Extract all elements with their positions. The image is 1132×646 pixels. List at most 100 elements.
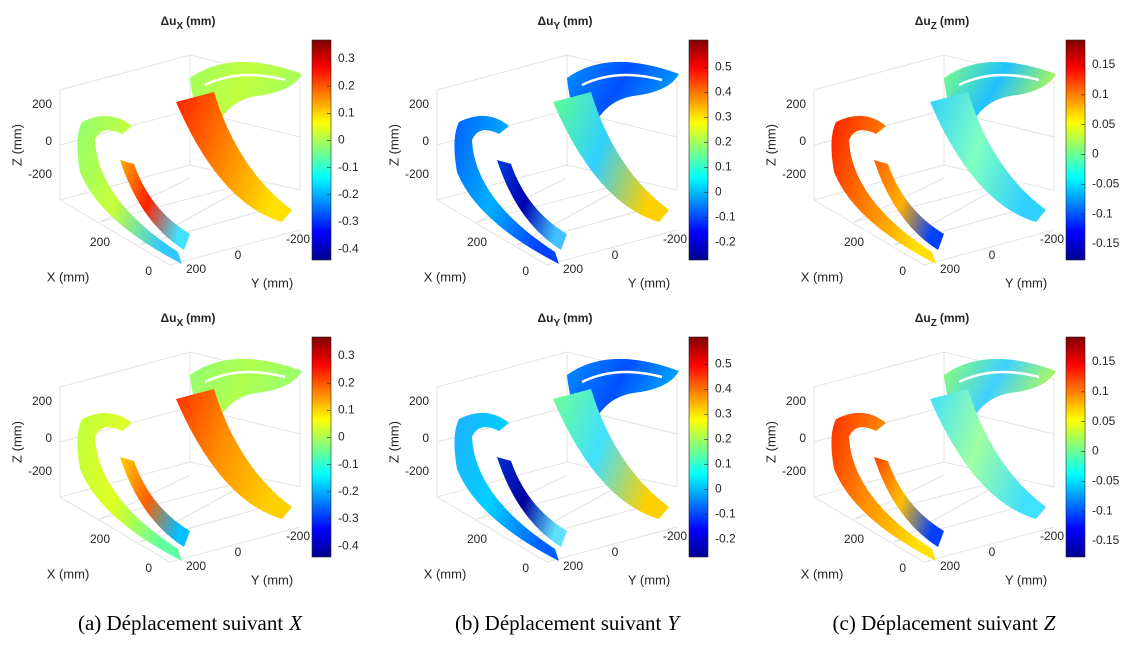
- z-tick-label: 200: [409, 394, 429, 408]
- title-part: X: [176, 318, 183, 329]
- colorbar-tick-label: 0.3: [715, 407, 732, 421]
- colorbar-tick-label: 0.1: [338, 106, 355, 120]
- title-part: Z: [931, 21, 937, 32]
- z-tick-label: -200: [405, 167, 429, 181]
- colorbar-tick-label: 0.2: [715, 135, 732, 149]
- y-tick-label: -200: [1040, 232, 1064, 246]
- z-tick-label: -200: [28, 167, 52, 181]
- grid-line: [893, 486, 995, 543]
- panel: ΔuY (mm) Z (mm) 200 0 -200 200 0 X (mm) 200 0 -200 Y…: [386, 311, 736, 587]
- z-label: Z (mm): [763, 124, 778, 166]
- colorbar-tick-label: 0.15: [1092, 57, 1116, 71]
- y-tick-label: 200: [186, 559, 206, 573]
- z-tick-label: -200: [28, 464, 52, 478]
- z-tick-label: 200: [786, 97, 806, 111]
- grid-line: [516, 506, 643, 543]
- colorbar-tick-label: -0.1: [1092, 503, 1113, 517]
- surface: [454, 115, 559, 264]
- caption-var: Y: [667, 611, 681, 635]
- colorbar-tick-label: 0.5: [715, 357, 732, 371]
- surface: [77, 412, 182, 561]
- surface: [497, 457, 567, 547]
- colorbar-tick-label: -0.2: [338, 484, 359, 498]
- colorbar-tick-label: 0.5: [715, 60, 732, 74]
- grid-line: [139, 506, 266, 543]
- x-label: X (mm): [424, 566, 467, 581]
- surface-edge: [204, 73, 286, 87]
- x-tick-label: 200: [844, 532, 864, 546]
- x-tick-label: 0: [522, 561, 529, 575]
- colorbar: [1065, 39, 1086, 261]
- title-part: Y: [553, 318, 560, 329]
- panel-title: ΔuY (mm): [538, 14, 593, 31]
- grid-line: [893, 189, 995, 246]
- caption-var: X: [288, 611, 303, 635]
- colorbar-tick-label: 0: [1092, 444, 1099, 458]
- y-tick-label: 200: [940, 262, 960, 276]
- z-label: Z (mm): [386, 421, 401, 463]
- grid-line: [893, 209, 1020, 246]
- x-label: X (mm): [801, 566, 844, 581]
- x-tick-label: 200: [844, 235, 864, 249]
- y-tick-label: 0: [235, 248, 242, 262]
- grid-line: [436, 496, 678, 563]
- grid-line: [59, 199, 301, 266]
- z-tick-label: 200: [786, 394, 806, 408]
- surface: [930, 92, 1046, 222]
- x-tick-label: 0: [899, 561, 906, 575]
- panel-title: ΔuX (mm): [161, 14, 216, 31]
- grid-line: [893, 506, 1020, 543]
- z-tick-label: 0: [422, 431, 429, 445]
- y-tick-label: -200: [1040, 529, 1064, 543]
- colorbar-tick-label: 0.2: [338, 375, 355, 389]
- surface: [553, 389, 669, 519]
- z-tick-label: 0: [422, 134, 429, 148]
- surface: [831, 412, 936, 561]
- title-part: Y: [553, 21, 560, 32]
- grid-line: [59, 496, 301, 563]
- surface: [176, 389, 292, 519]
- surface: [120, 457, 190, 547]
- colorbar-tick-label: 0: [338, 133, 345, 147]
- title-part: (mm): [186, 311, 215, 325]
- caption-var: Z: [1044, 611, 1056, 635]
- caption-label: (b) Déplacement suivant: [455, 611, 662, 635]
- z-tick-label: -200: [405, 464, 429, 478]
- caption: (b) Déplacement suivant Y: [455, 611, 681, 635]
- z-tick-label: -200: [782, 464, 806, 478]
- colorbar: [1065, 336, 1086, 558]
- colorbar-tick-label: -0.2: [715, 532, 736, 546]
- surface: [454, 412, 559, 561]
- panel: ΔuX (mm) Z (mm) 200 0 -200 200 0 X (mm) 200 0 -200 Y…: [9, 14, 359, 290]
- x-label: X (mm): [47, 269, 90, 284]
- title-part: Δu: [915, 311, 931, 325]
- colorbar: [311, 336, 332, 558]
- surface: [497, 160, 567, 250]
- y-tick-label: 200: [563, 262, 583, 276]
- x-tick-label: 0: [899, 264, 906, 278]
- grid-line: [516, 189, 618, 246]
- x-label: X (mm): [801, 269, 844, 284]
- surface: [874, 160, 944, 250]
- y-tick-label: 0: [612, 248, 619, 262]
- y-tick-label: 0: [612, 545, 619, 559]
- z-tick-label: 200: [32, 97, 52, 111]
- panel: ΔuX (mm) Z (mm) 200 0 -200 200 0 X (mm) 200 0 -200 Y…: [9, 311, 359, 587]
- y-label: Y (mm): [1005, 275, 1047, 290]
- colorbar: [311, 39, 332, 261]
- colorbar-tick-label: -0.4: [338, 241, 359, 255]
- y-label: Y (mm): [628, 572, 670, 587]
- title-part: (mm): [940, 311, 969, 325]
- y-tick-label: 0: [989, 248, 996, 262]
- surface-edge: [581, 370, 663, 384]
- colorbar-tick-label: -0.1: [338, 457, 359, 471]
- colorbar-tick-label: 0.2: [715, 432, 732, 446]
- title-part: (mm): [940, 14, 969, 28]
- colorbar-tick-label: 0: [715, 482, 722, 496]
- caption-label: (a) Déplacement suivant: [78, 611, 283, 635]
- caption-label: (c) Déplacement suivant: [833, 611, 1038, 635]
- y-tick-label: 200: [563, 559, 583, 573]
